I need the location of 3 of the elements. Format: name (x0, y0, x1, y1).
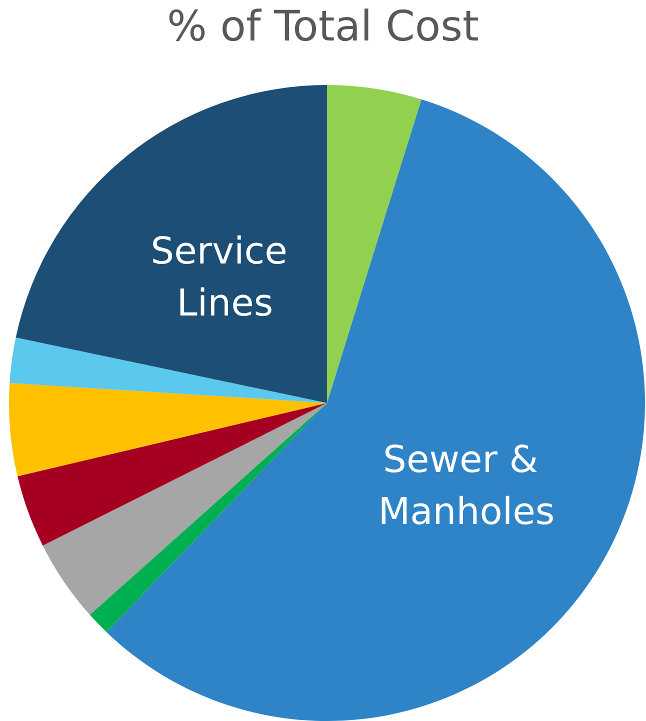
chart-title: % of Total Cost (167, 2, 479, 50)
slice-label: Service Lines (150, 230, 300, 325)
slice-label: Sewer & Manholes (378, 438, 555, 533)
